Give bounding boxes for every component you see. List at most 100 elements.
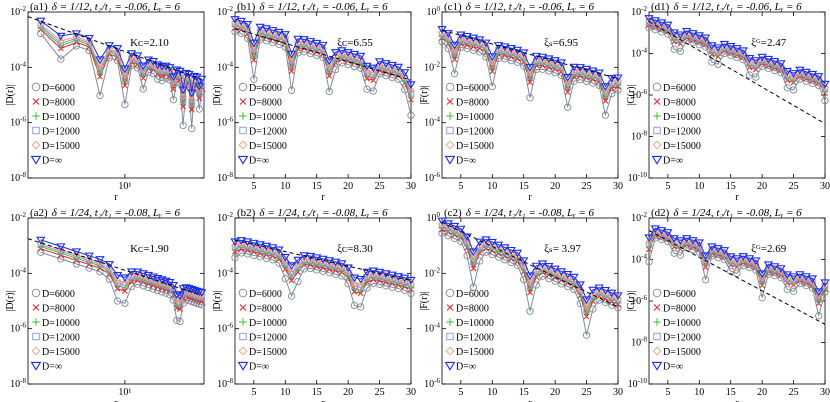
data-point (168, 282, 179, 290)
data-point (350, 53, 359, 62)
data-point (287, 292, 296, 300)
data-point (127, 52, 136, 61)
y-axis-label: |F(r)| (419, 85, 430, 105)
fit-annotation: ξᴳ=2.69 (751, 243, 787, 255)
fit-annotation: Kᴄ=1.90 (130, 243, 169, 255)
legend-label: D=∞ (456, 156, 476, 167)
data-point (451, 56, 458, 63)
y-tick-label: 10-8 (10, 377, 26, 390)
data-point (32, 318, 40, 326)
data-point (139, 85, 147, 93)
data-point (381, 60, 391, 68)
data-point (538, 56, 547, 64)
data-point (179, 92, 187, 101)
data-point (557, 62, 566, 70)
data-point (770, 263, 780, 271)
data-point (469, 37, 478, 45)
fit-annotation: ξᴳ=2.47 (751, 37, 787, 49)
data-point (457, 34, 465, 42)
data-point (784, 276, 791, 283)
data-point (256, 26, 264, 35)
data-point (776, 60, 786, 68)
data-point (653, 126, 661, 135)
data-point (127, 271, 136, 280)
fit-line (234, 28, 412, 81)
data-point (194, 288, 204, 297)
data-point (120, 274, 130, 283)
y-tick-label: 10-6 (631, 294, 647, 307)
x-tick-label: 10 (694, 387, 704, 398)
data-point (395, 68, 402, 76)
data-point (330, 49, 341, 57)
x-tick-label: 30 (613, 387, 623, 398)
data-point (400, 72, 409, 81)
data-point (338, 262, 346, 271)
data-point (676, 34, 685, 43)
data-point (758, 274, 766, 283)
x-tick-label: 20 (757, 181, 767, 192)
legend-label: D=15000 (249, 141, 287, 152)
fit-line (234, 239, 412, 282)
data-point (469, 254, 478, 263)
data-point (281, 257, 290, 266)
data-point (707, 42, 717, 50)
fit-line (441, 29, 619, 80)
data-point (814, 292, 823, 301)
data-point (670, 45, 678, 53)
data-point (36, 17, 46, 26)
data-point (73, 253, 80, 260)
data-point (274, 28, 284, 37)
data-point (745, 57, 754, 66)
data-point (255, 241, 265, 249)
data-point (84, 252, 94, 261)
data-point (179, 96, 187, 103)
legend-label: D=6000 (249, 83, 282, 94)
data-point (531, 262, 541, 271)
data-point (821, 97, 829, 105)
data-point (752, 60, 760, 68)
data-point (544, 262, 554, 271)
legend-label: D=6000 (663, 289, 696, 300)
data-point (669, 235, 679, 243)
data-point (526, 69, 534, 77)
data-point (187, 95, 196, 104)
data-point (154, 279, 161, 287)
x-tick-label: 30 (820, 387, 830, 398)
x-axis-label: r (528, 192, 532, 203)
data-point (675, 237, 686, 245)
data-point (650, 225, 660, 234)
data-point (763, 261, 774, 270)
data-point (656, 227, 667, 235)
data-point (269, 249, 276, 256)
data-point (482, 239, 490, 247)
x-tick-label: 25 (582, 181, 592, 192)
data-point (581, 296, 592, 305)
y-tick-label: 10-8 (631, 130, 647, 143)
y-tick-label: 10-8 (10, 171, 26, 184)
data-point (519, 260, 528, 269)
data-point (349, 50, 360, 59)
data-point (250, 45, 258, 54)
data-point (446, 332, 454, 341)
legend: D=6000 D=8000 D=10000 D=12000 D=15000 D=∞ (651, 288, 701, 373)
data-point (607, 75, 617, 83)
data-point (168, 73, 179, 82)
data-point (32, 126, 40, 135)
legend-label: D=10000 (663, 112, 701, 123)
data-point (501, 45, 509, 54)
data-point (325, 62, 334, 71)
data-point (682, 236, 691, 245)
data-point (293, 256, 303, 265)
data-point (527, 289, 533, 296)
legend-label: D=8000 (663, 98, 696, 109)
data-point (538, 263, 547, 271)
legend: D=6000 D=8000 D=10000 D=12000 D=15000 D=∞ (30, 82, 80, 167)
data-point (670, 237, 678, 246)
data-point (537, 53, 548, 62)
x-tick-label: 10 (280, 387, 290, 398)
y-tick-label: 10-4 (424, 116, 440, 129)
x-tick-label: 10 (280, 181, 290, 192)
panel-title: (d1) δ = 1/12, t₂/t₁ = -0.06, Lᵧ = 6 (651, 1, 802, 13)
data-point (701, 36, 710, 44)
